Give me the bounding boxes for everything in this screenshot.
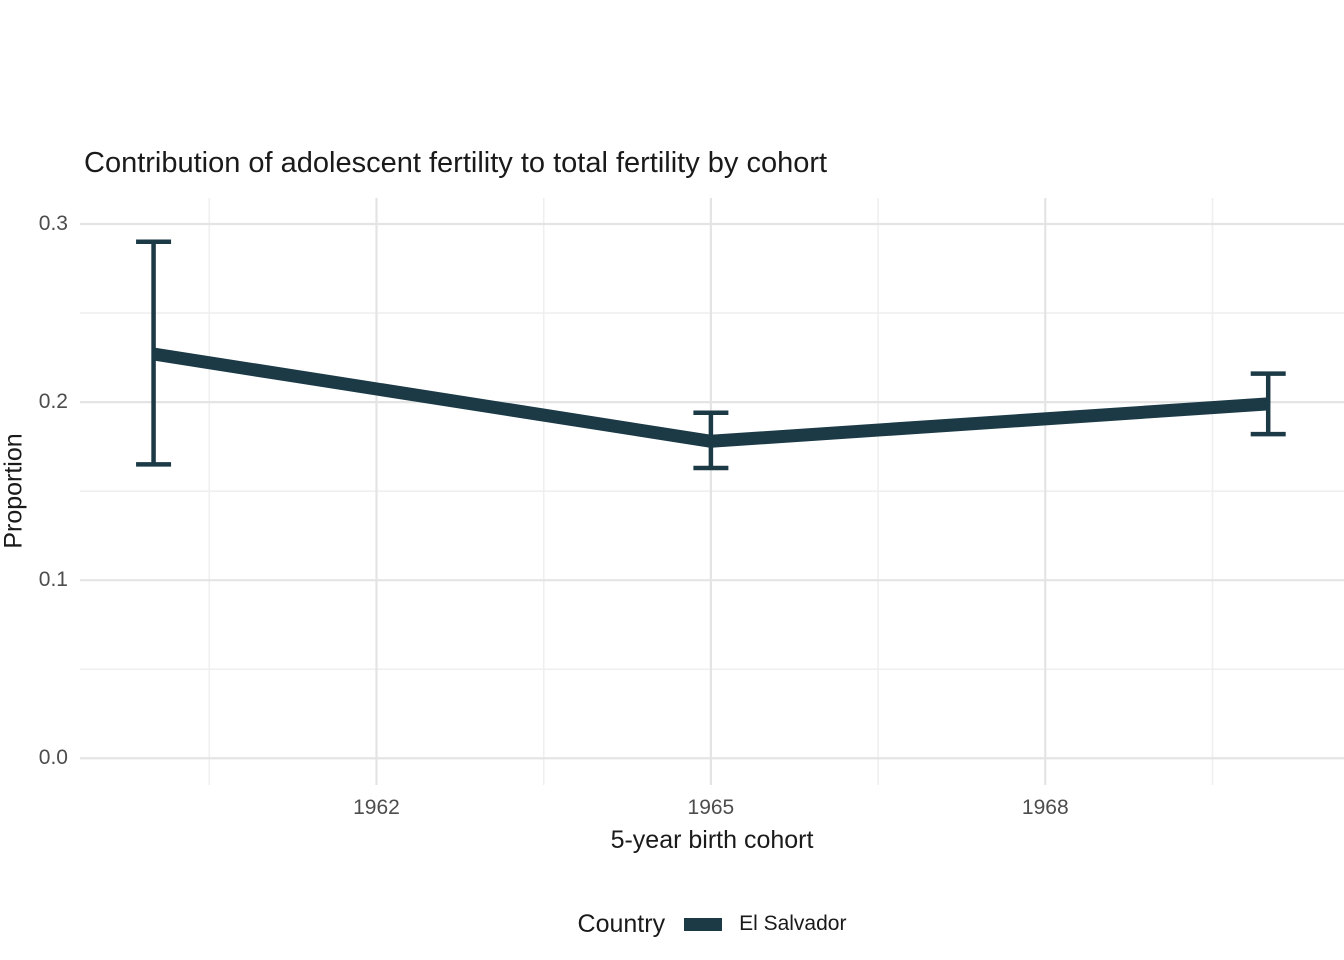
y-tick-label: 0.0 (38, 746, 68, 770)
legend-title: Country (577, 909, 666, 938)
y-tick-label: 0.1 (38, 568, 68, 592)
y-tick-label: 0.3 (38, 212, 68, 235)
x-tick-label: 1968 (1021, 796, 1069, 819)
legend-item-label: El Salvador (739, 912, 847, 935)
data-line-el-salvador (152, 347, 1269, 448)
y-axis-title: Proportion (0, 433, 28, 549)
legend: Country El Salvador (80, 903, 1344, 945)
x-axis-title: 5-year birth cohort (610, 826, 814, 854)
chart-title: Contribution of adolescent fertility to … (84, 147, 828, 179)
x-tick-label: 1965 (687, 796, 735, 819)
y-tick-label: 0.2 (38, 390, 68, 414)
x-tick-label: 1962 (353, 796, 400, 819)
legend-swatch (684, 917, 723, 931)
